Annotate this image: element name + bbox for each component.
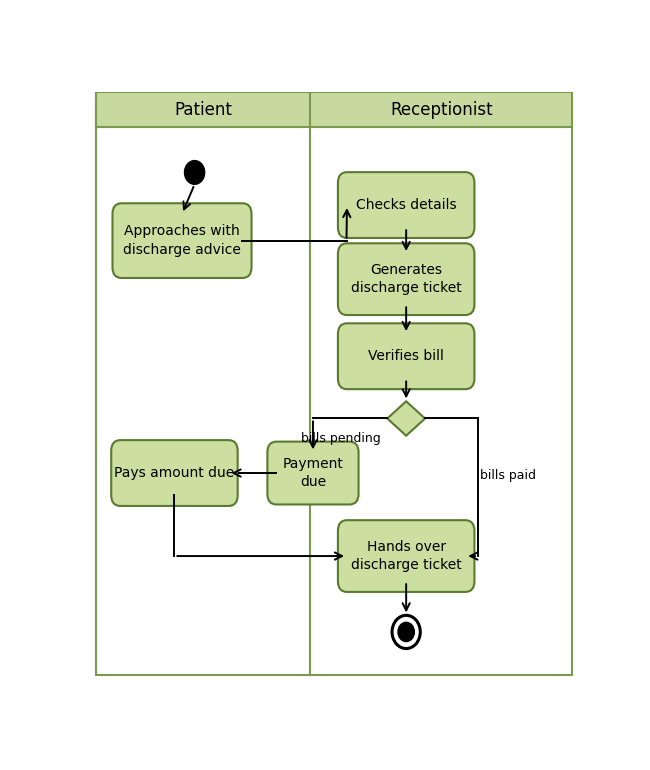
Text: bills pending: bills pending — [301, 431, 380, 444]
Polygon shape — [387, 401, 425, 436]
FancyBboxPatch shape — [338, 323, 474, 389]
FancyBboxPatch shape — [338, 521, 474, 592]
Circle shape — [398, 622, 414, 641]
Text: Generates
discharge ticket: Generates discharge ticket — [351, 263, 461, 296]
FancyBboxPatch shape — [338, 243, 474, 315]
Text: Hands over
discharge ticket: Hands over discharge ticket — [351, 540, 461, 572]
Text: Approaches with
discharge advice: Approaches with discharge advice — [123, 224, 241, 257]
Text: Checks details: Checks details — [356, 198, 456, 212]
Text: Payment
due: Payment due — [283, 457, 343, 489]
Text: Verifies bill: Verifies bill — [369, 350, 444, 363]
Text: bills paid: bills paid — [480, 469, 536, 482]
Text: Receptionist: Receptionist — [390, 101, 493, 119]
FancyBboxPatch shape — [111, 440, 238, 506]
FancyBboxPatch shape — [267, 442, 359, 504]
Text: Pays amount due: Pays amount due — [114, 466, 235, 480]
FancyBboxPatch shape — [338, 172, 474, 238]
Circle shape — [185, 161, 205, 184]
Text: Patient: Patient — [174, 101, 232, 119]
FancyBboxPatch shape — [112, 203, 252, 278]
Bar — [96, 92, 573, 127]
